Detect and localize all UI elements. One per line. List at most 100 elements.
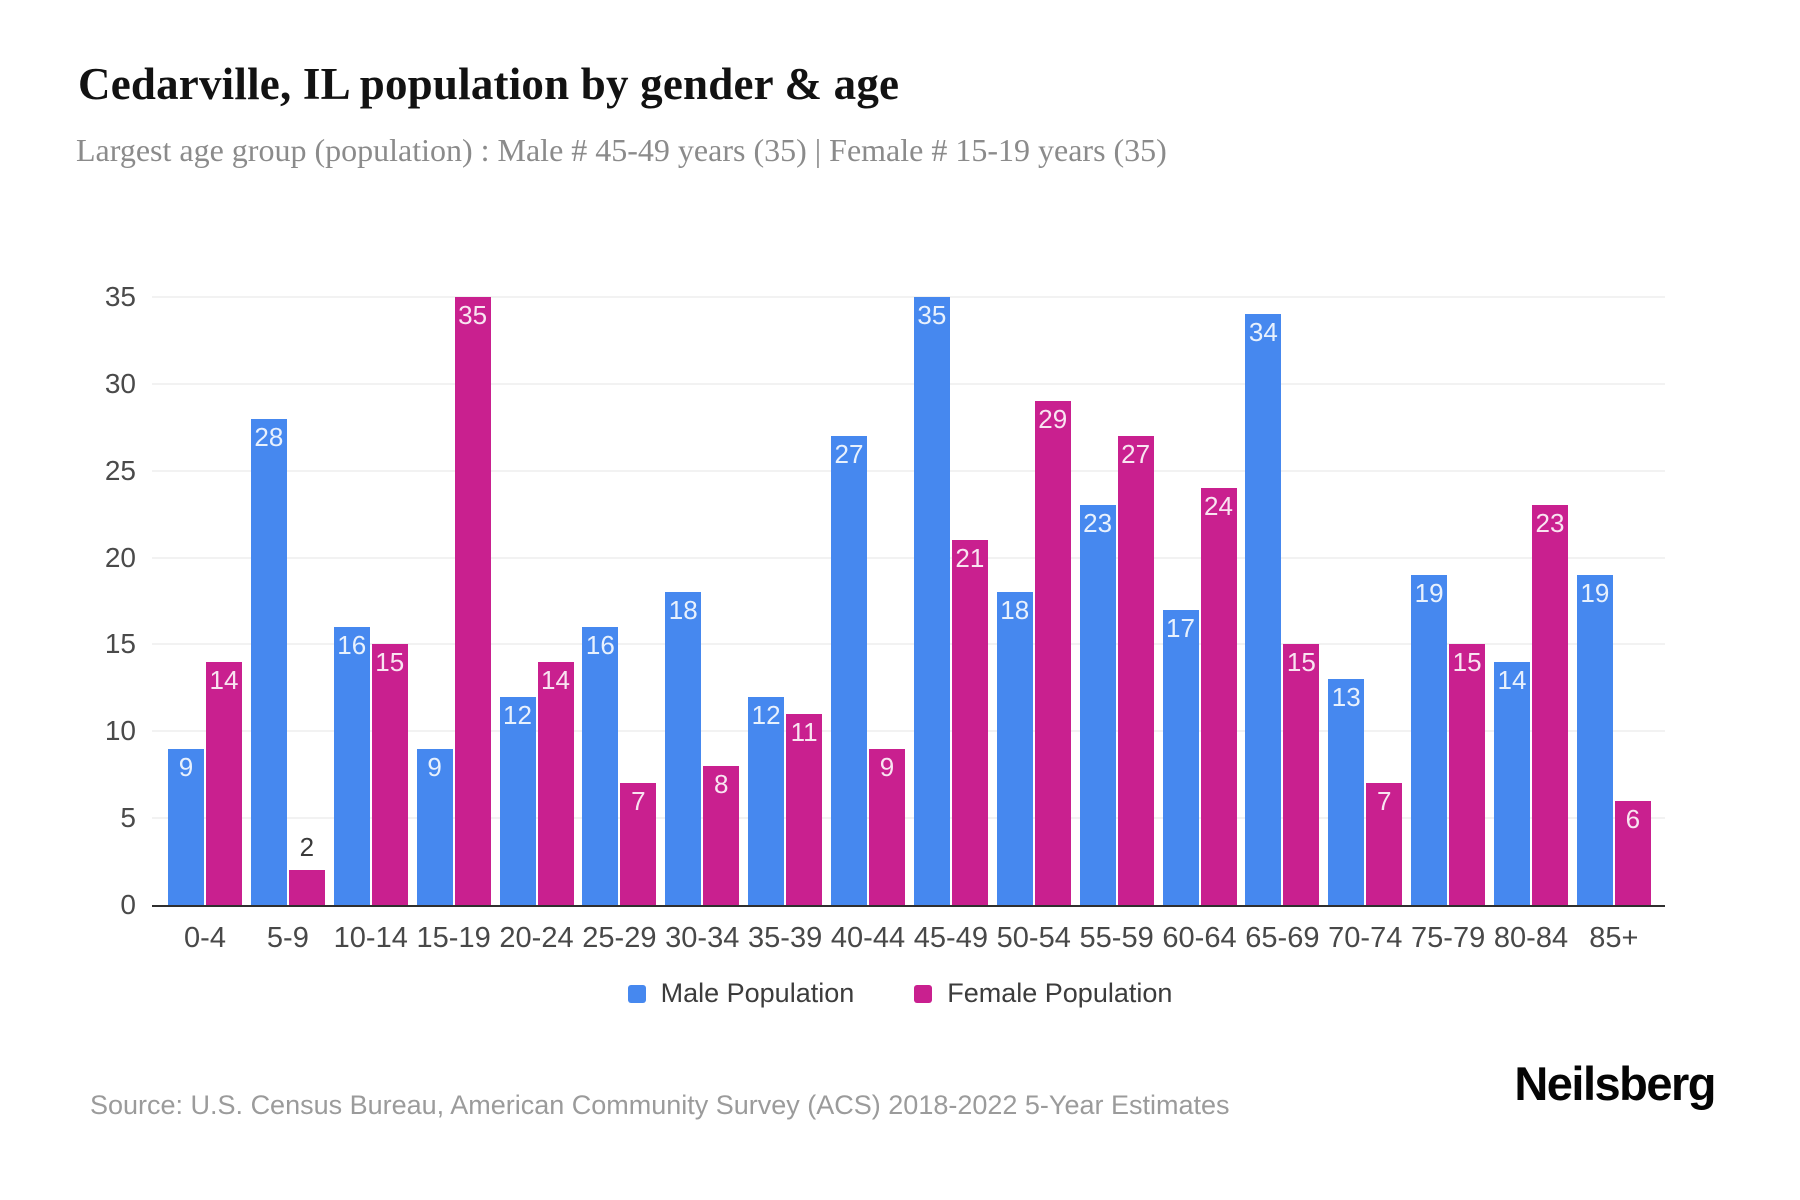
bar-value-label: 29: [1038, 404, 1068, 435]
legend-item-female: Female Population: [914, 978, 1172, 1009]
bar-value-label: 34: [1248, 317, 1278, 348]
bar-value-label: 27: [1121, 438, 1151, 469]
female-bar: 6: [1614, 800, 1651, 905]
x-axis-label: 65-69: [1245, 922, 1320, 954]
x-axis-label: 0-4: [184, 922, 226, 954]
y-tick-label: 5: [120, 802, 136, 834]
gridlines: [152, 296, 1665, 905]
male-bar: 13: [1328, 679, 1365, 905]
bar-value-label: 8: [714, 769, 729, 800]
bar-value-label: 21: [955, 543, 985, 574]
male-bar: 19: [1576, 574, 1613, 905]
grid-line: [152, 817, 1665, 820]
plot-area: 0 5 10 15 20 25 30 35 9 14 0-4 28 2 5-9 16 15 10-14 9 35 1…: [105, 283, 1665, 954]
bar-value-label: 9: [879, 751, 895, 782]
male-bar: 19: [1411, 574, 1448, 905]
x-axis-label: 20-24: [499, 922, 574, 954]
female-bar: 7: [620, 783, 657, 905]
bar-value-label: 14: [209, 664, 239, 695]
bar-value-label: 23: [1083, 508, 1113, 539]
bar-value-label: 17: [1166, 612, 1195, 643]
bar-group: 12 11 35-39: [748, 297, 822, 954]
y-tick-label: 0: [120, 889, 136, 920]
x-axis-label: 75-79: [1411, 922, 1486, 954]
female-bar: 23: [1532, 505, 1568, 905]
male-bar: 27: [831, 435, 867, 905]
brand-logo: Neilsberg: [1514, 1057, 1716, 1110]
bar-group: 18 29 50-54: [997, 297, 1071, 954]
bar-value-label: 13: [1331, 682, 1361, 713]
bar-group: 9 35 15-19: [416, 297, 491, 954]
bar-value-label: 15: [1286, 647, 1316, 678]
bar-value-label: 35: [458, 300, 488, 330]
legend-label-female: Female Population: [947, 978, 1173, 1008]
female-bar: 15: [1449, 644, 1486, 905]
bar-value-label: 14: [541, 664, 570, 695]
female-bar: 15: [1283, 644, 1320, 905]
bar-value-label: 7: [631, 786, 646, 817]
bar-value-label: 7: [1377, 786, 1392, 817]
male-bar: 12: [499, 696, 536, 905]
bar-value-label: 12: [751, 699, 781, 730]
female-bar: 2: [288, 834, 325, 905]
bar-value-label: 6: [1625, 803, 1641, 834]
male-bar: 23: [1079, 505, 1116, 905]
bar-group: 34 15 65-69: [1245, 297, 1320, 954]
x-axis-label: 55-59: [1079, 922, 1154, 954]
bar-group: 23 27 55-59: [1079, 297, 1154, 954]
bar-group: 17 24 60-64: [1162, 297, 1237, 954]
x-axis-label: 80-84: [1493, 922, 1569, 954]
y-tick-label: 10: [104, 715, 136, 747]
source-attribution: Source: U.S. Census Bureau, American Com…: [90, 1090, 1230, 1120]
bar-group: 27 9 40-44: [831, 297, 905, 954]
female-bar: 14: [206, 661, 242, 905]
x-axis-label: 30-34: [665, 922, 740, 954]
male-bar: 28: [250, 418, 287, 905]
bar-value-label: 15: [375, 647, 405, 678]
male-bar: 16: [582, 627, 619, 905]
female-bar: 35: [454, 297, 491, 905]
bars: 9 14 0-4 28 2 5-9 16 15 10-14 9 35 15-19 12 14 20-24 16…: [152, 297, 1665, 954]
bar-value-label: 27: [834, 438, 864, 469]
male-bar: 34: [1245, 314, 1282, 905]
bar-group: 12 14 20-24: [499, 297, 574, 954]
grid-line: [152, 469, 1665, 472]
female-bar: 8: [703, 766, 740, 905]
bar-value-label: 24: [1204, 491, 1233, 522]
grid-line: [152, 643, 1665, 646]
bar-value-label: 9: [427, 751, 442, 782]
bar-group: 16 15 10-14: [334, 297, 408, 954]
y-tick-label: 30: [104, 367, 136, 399]
male-bar: 9: [168, 748, 204, 905]
bar-group: 35 21 45-49: [913, 297, 988, 954]
bar-value-label: 19: [1414, 577, 1444, 608]
bar-value-label: 14: [1497, 664, 1527, 695]
x-axis-label: 5-9: [266, 922, 309, 954]
bar-group: 19 6 85+: [1576, 297, 1651, 954]
bar-value-label: 16: [337, 630, 367, 661]
bar-value-label: 18: [1000, 595, 1030, 626]
legend-item-male: Male Population: [627, 978, 855, 1009]
male-bar: 9: [416, 748, 453, 905]
male-bar: 35: [913, 297, 950, 905]
bar-value-label: 19: [1580, 577, 1610, 608]
bar-value-label: 11: [790, 716, 818, 747]
bar-group: 9 14 0-4: [168, 297, 242, 954]
bar-value-label: 18: [668, 595, 698, 626]
male-bar: 14: [1494, 661, 1530, 905]
female-bar: 14: [537, 661, 574, 905]
legend-label-male: Male Population: [660, 978, 855, 1008]
bar-group: 13 7 70-74: [1328, 297, 1403, 954]
bar-group: 28 2 5-9: [250, 297, 325, 954]
male-bar: 17: [1162, 609, 1199, 905]
x-axis-label: 35-39: [748, 922, 823, 954]
x-axis-label: 60-64: [1162, 922, 1237, 954]
bar-value-label: 2: [299, 832, 315, 863]
bar-group: 14 23 80-84: [1494, 297, 1568, 954]
y-tick-label: 20: [104, 541, 136, 573]
male-bar: 18: [665, 592, 702, 905]
page-subtitle: Largest age group (population) : Male # …: [76, 132, 1167, 168]
x-axis-label: 15-19: [416, 922, 491, 954]
female-bar: 7: [1366, 783, 1403, 905]
x-axis-label: 70-74: [1328, 922, 1403, 954]
